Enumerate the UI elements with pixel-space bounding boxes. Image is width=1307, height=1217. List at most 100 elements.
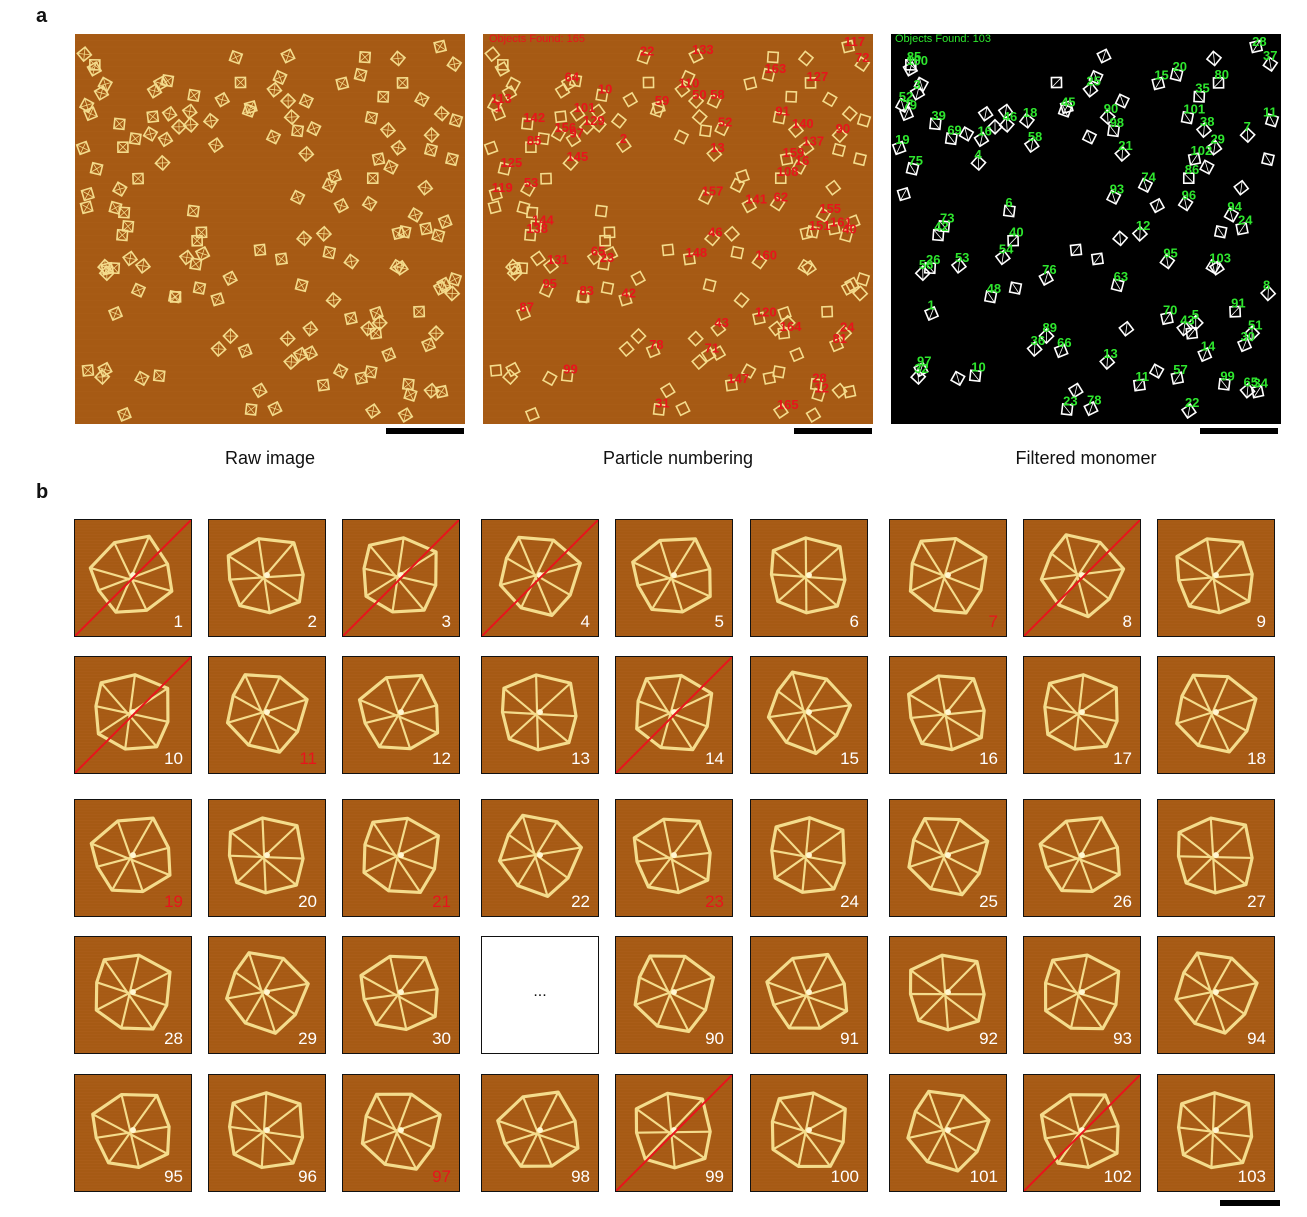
filtered-particle (986, 118, 1004, 136)
raw-particle (181, 103, 198, 120)
particle-tile: 100 (750, 1074, 868, 1192)
raw-particle (358, 51, 372, 64)
particle-number-label: 113 (491, 91, 512, 106)
numbered-particle (565, 131, 582, 148)
numbered-particle (787, 121, 805, 139)
numbered-particle (600, 281, 615, 295)
origami-particle (1043, 953, 1121, 1031)
filtered-particle (1199, 159, 1215, 175)
filtered-particle (929, 117, 942, 131)
raw-particle (265, 129, 282, 145)
raw-particle (407, 206, 424, 223)
particle-tile: 6 (750, 519, 868, 637)
tile-number: 3 (441, 612, 451, 631)
tile-number: 95 (164, 1167, 183, 1186)
numbered-particle (789, 346, 805, 363)
filtered-particle (1223, 206, 1240, 223)
raw-particle (82, 106, 99, 122)
numbered-particle (525, 141, 537, 154)
particle-number-label: 64 (565, 69, 580, 84)
filtered-number-label: 5 (1192, 307, 1199, 322)
filtered-particle (902, 61, 919, 77)
filtered-number-label: 39 (931, 108, 945, 123)
tile-number: 19 (164, 892, 183, 911)
raw-particle (322, 245, 337, 260)
particle-tile: 26 (1023, 799, 1141, 917)
particle-tile: 13 (481, 656, 599, 774)
raw-particle (121, 220, 135, 233)
filtered-particle (1060, 403, 1074, 416)
filtered-particle (1082, 81, 1099, 98)
numbered-particle (831, 126, 848, 144)
filtered-particle (1050, 76, 1063, 89)
tile-number: 25 (979, 892, 998, 911)
numbered-particle (536, 132, 550, 146)
particle-number-label: 28 (812, 370, 826, 385)
filtered-number-label: 73 (940, 210, 954, 225)
particle-number-label: 101 (574, 100, 596, 115)
numbered-particle (489, 364, 503, 377)
particle-number-label: 90 (836, 121, 850, 136)
numbered-particle (779, 152, 794, 166)
raw-particle (447, 272, 463, 287)
filtered-particle (1177, 195, 1194, 212)
filtered-number-label: 21 (1118, 138, 1132, 153)
numbered-particle (691, 108, 708, 126)
numbered-particle (774, 172, 787, 184)
particle-number-label: 157 (702, 183, 724, 198)
raw-particle (417, 179, 434, 196)
numbered-particle (702, 278, 717, 293)
filtered-number-label: 58 (1028, 129, 1042, 144)
filtered-particle (998, 116, 1015, 133)
filtered-particle (1132, 378, 1146, 392)
raw-particle (94, 368, 111, 386)
origami-particle (766, 670, 853, 756)
particle-tile: 17 (1023, 656, 1141, 774)
filtered-particle (1264, 113, 1280, 128)
filtered-number-label: 1 (928, 297, 935, 312)
numbered-particle (840, 280, 857, 296)
particle-numbering-image: Objects Found: 165 13 28 72 81 99 120 125 159 157… (483, 34, 873, 424)
raw-particle (420, 337, 437, 353)
numbered-particle (828, 337, 845, 353)
tile-number: 98 (571, 1167, 590, 1186)
tile-number: 12 (432, 749, 451, 768)
origami-particle (89, 816, 172, 894)
filtered-particle (1206, 139, 1223, 156)
numbered-particle (703, 230, 721, 247)
numbered-particle (603, 226, 616, 239)
filtered-particle (1262, 56, 1279, 73)
particle-number-label: 31 (655, 395, 669, 410)
tile-number: 14 (705, 749, 724, 768)
filtered-number-label: 63 (1114, 269, 1128, 284)
particle-number-label: 117 (844, 34, 865, 49)
particle-number-label: 59 (655, 93, 669, 108)
reject-line (616, 657, 732, 773)
origami-particle (1038, 816, 1121, 893)
filtered-number-label: 45 (1061, 95, 1075, 110)
filtered-particle (1105, 189, 1122, 206)
numbered-particle (649, 103, 665, 118)
tile-number: 97 (432, 1167, 451, 1186)
numbered-particle (515, 305, 532, 322)
filtered-particle (1187, 152, 1202, 166)
origami-particle (908, 953, 986, 1032)
filtered-number-label: 42 (934, 219, 948, 234)
numbered-particle (785, 90, 798, 103)
origami-particle (770, 816, 846, 894)
numbered-particle (560, 369, 574, 383)
filtered-particle (1088, 69, 1104, 86)
tile-number: 18 (1247, 749, 1266, 768)
raw-particle (280, 48, 296, 64)
filtered-number-label: 19 (895, 132, 909, 147)
origami-particle (770, 1091, 847, 1168)
raw-particle (116, 406, 132, 423)
tile-number: 94 (1247, 1029, 1266, 1048)
particle-tile: 25 (889, 799, 1007, 917)
numbered-particle (488, 186, 503, 202)
numbered-particle (487, 200, 502, 215)
raw-particle (291, 124, 305, 138)
numbered-particle (502, 368, 519, 386)
numbered-particle (610, 112, 628, 129)
particle-tile: 18 (1157, 656, 1275, 774)
